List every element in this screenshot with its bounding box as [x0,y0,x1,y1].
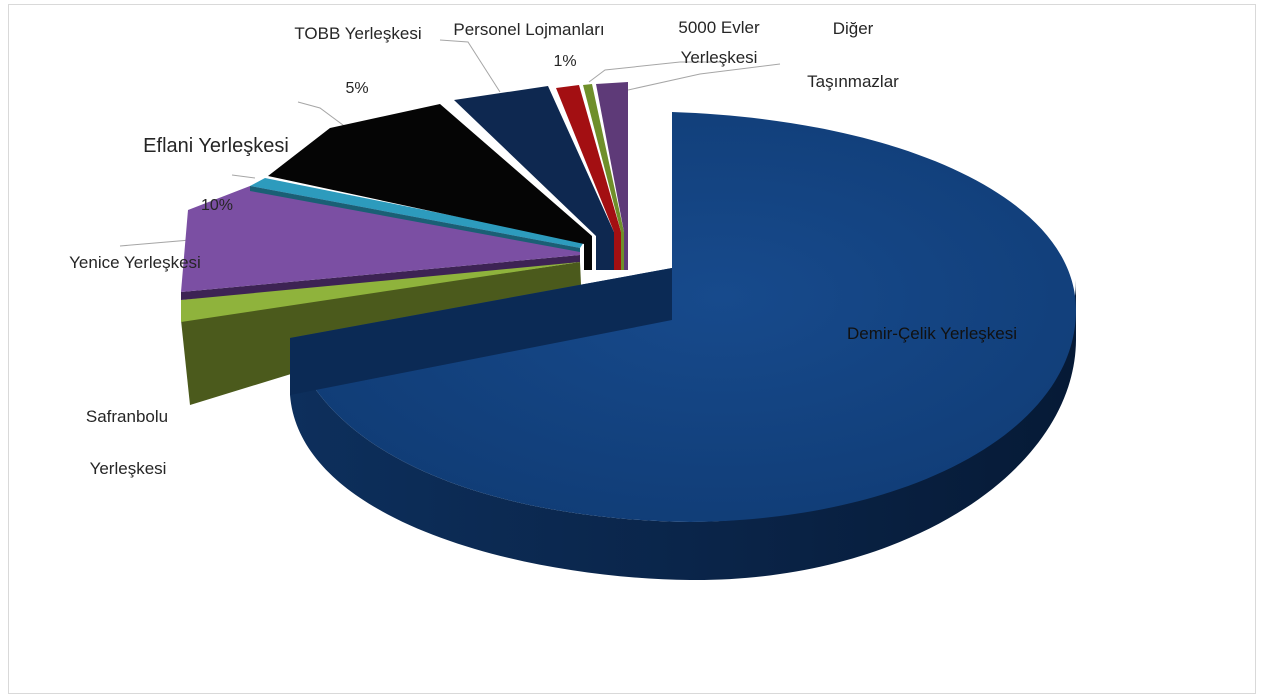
label-evler-line2: Yerleşkesi [681,48,758,67]
slice-demir-side [290,280,1076,581]
label-yenice: Yenice Yerleşkesi [69,253,201,272]
slice-eflani-thin-side [250,186,580,252]
slice-yenice [181,186,580,300]
slice-diger-top [596,82,628,270]
slice-eflani-thin-top [250,178,584,248]
slice-black [268,104,592,270]
slice-safranbolu-top [181,255,580,322]
label-diger-line2: Taşınmazlar [807,72,899,91]
leader-line-diger [627,63,781,91]
slice-yenice-side [181,255,580,300]
label-personel: Personel Lojmanları [453,20,604,39]
slice-demir-top [290,112,1076,522]
leader-line-eflani-small [231,174,256,179]
slice-yenice-top [181,186,580,292]
label-tobb: TOBB Yerleşkesi [294,24,421,43]
slice-demir-celik [290,112,1076,581]
label-personel-percent: 1% [553,53,576,70]
label-demir-celik: Demir-Çelik Yerleşkesi [847,324,1017,343]
slice-tobb-top [454,86,614,270]
label-evler-line1: 5000 Evler [678,18,760,37]
leader-line-tobb [439,39,501,93]
label-eflani: Eflani Yerleşkesi [143,135,289,157]
slice-eflani-thin [250,178,584,252]
leader-line-eflani [297,101,348,129]
slice-tobb [454,86,614,270]
slice-diger [596,82,628,270]
slice-demir-inner-side [290,268,672,395]
label-eflani-percent: 5% [345,80,368,97]
slice-personel-top [556,85,621,270]
label-safranbolu-line1: Safranbolu [86,407,168,426]
slice-personel [556,85,621,270]
leader-line-yenice [119,224,191,247]
slice-black-top [268,104,592,270]
label-diger-line1: Diğer [833,19,874,38]
slice-labels: Demir-Çelik Yerleşkesi Safranbolu Yerleş… [69,18,1017,478]
leader-line-evler [588,61,720,83]
label-yenice-percent: 10% [201,197,233,214]
label-safranbolu-line2: Yerleşkesi [90,459,167,478]
